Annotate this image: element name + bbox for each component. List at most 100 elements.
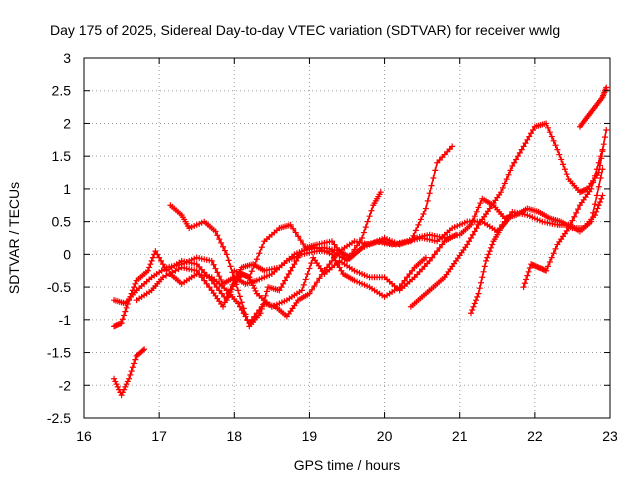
data-point-marker	[420, 211, 427, 217]
data-point-marker	[520, 284, 527, 291]
series-line	[470, 217, 510, 315]
data-point-marker	[431, 251, 438, 258]
data-point-marker	[302, 276, 309, 283]
data-point-marker	[521, 280, 528, 287]
data-point-marker	[253, 256, 260, 263]
data-point-marker	[467, 310, 474, 317]
data-point-marker	[119, 389, 126, 396]
y-tick-label: -0.5	[47, 279, 71, 295]
data-point-marker	[139, 347, 146, 354]
data-point-marker	[525, 268, 532, 275]
data-point-marker	[148, 257, 155, 264]
data-point-marker	[156, 254, 163, 261]
data-point-marker	[485, 251, 492, 258]
data-point-marker	[412, 227, 419, 234]
data-point-marker	[401, 277, 408, 284]
data-point-marker	[283, 274, 290, 281]
y-tick-label: -2	[59, 377, 72, 393]
data-point-marker	[409, 267, 416, 274]
data-point-marker	[240, 310, 247, 317]
data-point-marker	[545, 124, 552, 131]
data-point-marker	[262, 292, 269, 299]
data-point-marker	[501, 180, 508, 187]
data-point-marker	[311, 283, 318, 289]
data-point-marker	[112, 378, 119, 385]
data-point-marker	[478, 279, 485, 286]
data-point-marker	[251, 262, 258, 269]
data-point-marker	[328, 238, 335, 245]
x-tick-label: 18	[226, 428, 242, 444]
data-point-marker	[238, 307, 245, 313]
data-point-marker	[233, 281, 240, 288]
y-tick-label: -2.5	[47, 410, 71, 426]
data-point-marker	[323, 264, 330, 271]
data-point-marker	[214, 269, 221, 276]
data-point-marker	[118, 392, 125, 399]
data-point-marker	[326, 261, 333, 268]
data-point-marker	[328, 251, 335, 258]
data-point-marker	[300, 281, 307, 288]
data-point-marker	[364, 218, 371, 225]
data-point-marker	[548, 133, 555, 140]
data-point-marker	[306, 290, 313, 297]
data-point-marker	[594, 205, 601, 212]
data-point-marker	[147, 261, 154, 268]
data-point-marker	[362, 224, 369, 231]
y-tick-label: 3	[63, 50, 71, 66]
data-point-marker	[593, 208, 600, 215]
data-point-marker	[334, 261, 341, 268]
y-tick-label: 1	[63, 181, 71, 197]
data-point-marker	[524, 136, 531, 143]
data-point-marker	[287, 267, 294, 274]
data-point-marker	[124, 378, 131, 385]
data-point-marker	[466, 238, 473, 245]
data-point-marker	[554, 146, 561, 153]
data-point-marker	[341, 254, 348, 261]
data-point-marker	[526, 133, 533, 140]
data-point-marker	[298, 287, 305, 294]
data-point-marker	[263, 288, 270, 295]
data-point-marker	[552, 142, 559, 149]
data-point-marker	[449, 143, 456, 150]
data-point-marker	[415, 221, 422, 228]
data-point-marker	[338, 251, 345, 258]
data-point-marker	[467, 235, 474, 241]
data-point-marker	[258, 244, 265, 251]
data-point-marker	[293, 257, 300, 264]
data-point-marker	[248, 268, 255, 275]
data-point-marker	[424, 197, 431, 204]
series-trace-5	[167, 202, 429, 330]
data-point-marker	[248, 316, 255, 323]
data-point-marker	[308, 260, 315, 267]
data-point-marker	[483, 257, 490, 264]
data-point-marker	[545, 263, 552, 270]
data-point-marker	[280, 280, 287, 287]
data-point-marker	[313, 279, 320, 286]
data-point-marker	[528, 130, 535, 137]
data-point-marker	[516, 149, 523, 156]
data-point-marker	[543, 267, 550, 274]
data-point-marker	[235, 300, 242, 307]
data-point-marker	[590, 179, 597, 186]
data-point-marker	[595, 202, 602, 209]
data-point-marker	[505, 215, 512, 222]
data-point-marker	[599, 146, 606, 153]
data-point-marker	[474, 293, 481, 300]
data-point-marker	[172, 267, 179, 274]
axes: 16 17 18 19 20 21 22 23-2.5-2-1.5-1-0.500.511.5…	[47, 50, 618, 444]
data-point-marker	[132, 280, 139, 287]
data-point-marker	[336, 248, 343, 255]
data-point-marker	[477, 200, 484, 207]
data-point-marker	[129, 364, 136, 371]
data-point-marker	[481, 263, 488, 270]
data-point-marker	[295, 254, 302, 261]
data-point-marker	[597, 175, 604, 181]
data-point-marker	[154, 251, 161, 258]
data-point-marker	[511, 159, 518, 166]
data-point-marker	[600, 141, 607, 148]
data-point-marker	[122, 308, 129, 315]
data-point-marker	[565, 225, 572, 232]
data-point-marker	[526, 265, 533, 271]
data-point-marker	[175, 266, 182, 273]
data-point-marker	[469, 231, 476, 238]
